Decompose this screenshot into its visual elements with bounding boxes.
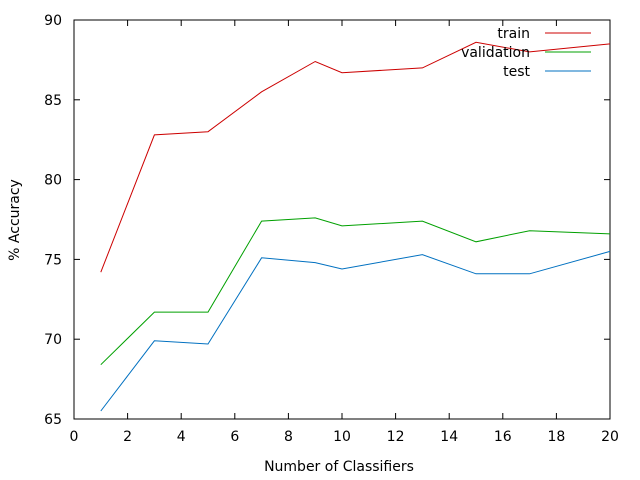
series-line-test	[100, 250, 611, 412]
x-axis: 0 2 4 6 8 10 12 14 16 18 20	[70, 20, 619, 445]
legend: train validation test	[461, 26, 591, 80]
x-tick-label: 4	[177, 429, 186, 445]
x-tick-label: 20	[601, 429, 619, 445]
x-tick-label: 0	[70, 429, 79, 445]
series-line-validation	[100, 217, 611, 366]
x-tick-label: 10	[333, 429, 351, 445]
y-tick-label: 85	[44, 93, 62, 109]
x-tick-label: 16	[494, 429, 512, 445]
y-tick-label: 75	[44, 252, 62, 268]
series-lines	[100, 41, 611, 412]
x-tick-label: 2	[123, 429, 132, 445]
x-tick-label: 12	[387, 429, 405, 445]
legend-label-train: train	[497, 26, 530, 42]
series-line-train	[100, 41, 611, 273]
y-tick-label: 90	[44, 13, 62, 29]
y-axis-title: % Accuracy	[7, 179, 23, 261]
x-tick-label: 8	[284, 429, 293, 445]
legend-label-validation: validation	[461, 45, 530, 61]
y-axis: 65 70 75 80 85 90	[44, 13, 610, 428]
x-tick-label: 6	[230, 429, 239, 445]
legend-label-test: test	[503, 64, 530, 80]
y-tick-label: 80	[44, 173, 62, 189]
y-tick-label: 70	[44, 332, 62, 348]
x-axis-title: Number of Classifiers	[264, 459, 414, 475]
y-tick-label: 65	[44, 412, 62, 428]
x-tick-label: 14	[440, 429, 458, 445]
x-tick-label: 18	[547, 429, 565, 445]
